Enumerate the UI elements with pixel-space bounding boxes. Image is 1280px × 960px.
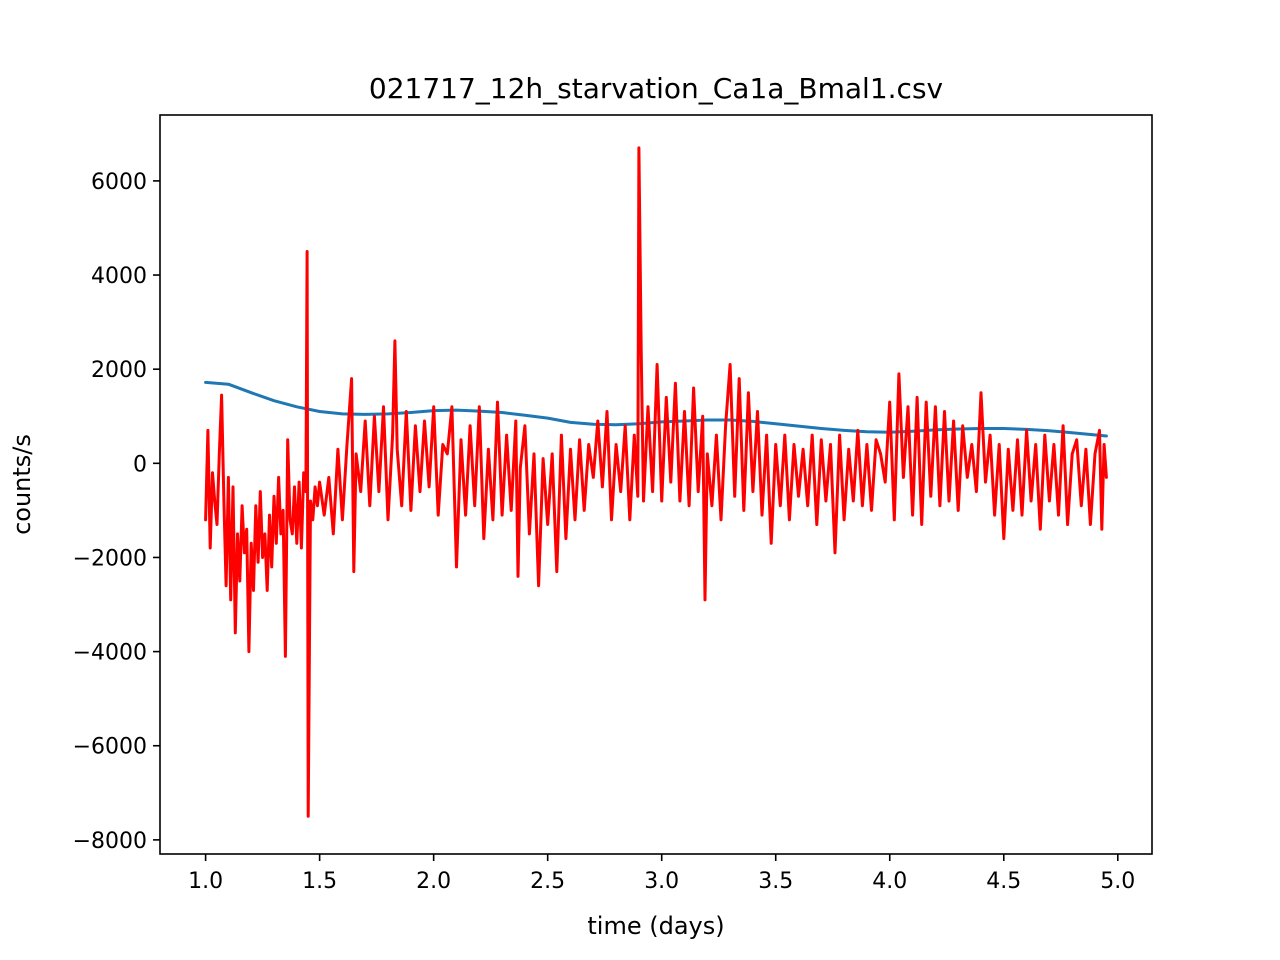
- y-tick-label: 6000: [91, 170, 147, 195]
- x-tick-label: 2.5: [530, 869, 565, 894]
- y-tick-label: −2000: [73, 546, 147, 571]
- x-tick-label: 4.0: [872, 869, 907, 894]
- y-tick-label: −8000: [73, 829, 147, 854]
- y-tick-label: 2000: [91, 358, 147, 383]
- y-tick-label: 0: [133, 452, 147, 477]
- y-axis: −8000 −6000 −4000 −2000 0 2000 4000 6000: [73, 170, 160, 854]
- y-tick-label: 4000: [91, 264, 147, 289]
- x-tick-label: 5.0: [1100, 869, 1135, 894]
- series-layer: [204, 146, 1108, 818]
- x-tick-label: 4.5: [986, 869, 1021, 894]
- x-tick-label: 3.5: [758, 869, 793, 894]
- x-tick-label: 1.0: [188, 869, 223, 894]
- chart-title: 021717_12h_starvation_Ca1a_Bmal1.csv: [369, 72, 943, 105]
- y-tick-label: −4000: [73, 641, 147, 666]
- detrended-series-line: [204, 146, 1108, 818]
- x-axis: 1.0 1.5 2.0 2.5 3.0 3.5 4.0 4.5 5.0: [188, 854, 1135, 894]
- y-tick-label: −6000: [73, 735, 147, 760]
- y-axis-label: counts/s: [8, 434, 36, 535]
- x-axis-label: time (days): [587, 912, 724, 940]
- x-tick-label: 3.0: [644, 869, 679, 894]
- x-tick-label: 1.5: [302, 869, 337, 894]
- x-tick-label: 2.0: [416, 869, 451, 894]
- plot-frame: [159, 114, 1153, 855]
